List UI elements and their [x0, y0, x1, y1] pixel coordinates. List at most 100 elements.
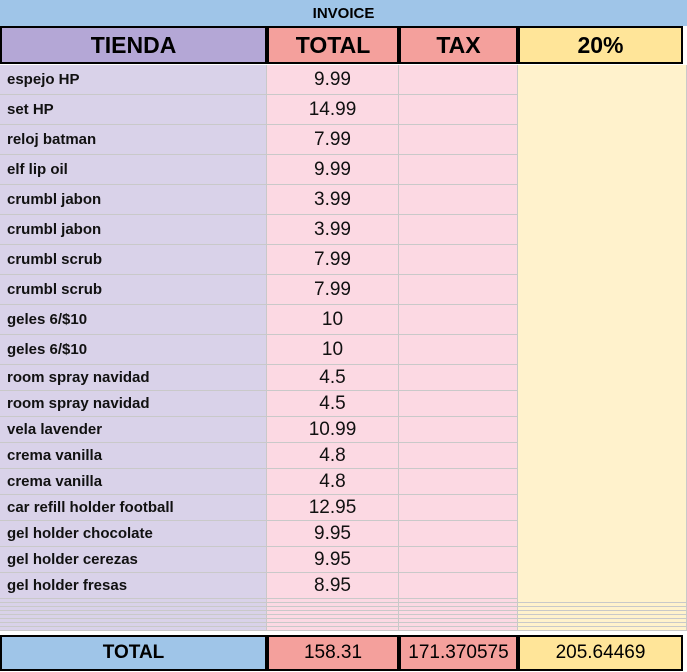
total-cell: 7.99: [267, 245, 399, 275]
empty-cell: [0, 615, 267, 619]
item-cell: crumbl jabon: [0, 185, 267, 215]
column-header: TOTAL: [267, 26, 399, 64]
item-cell: geles 6/$10: [0, 335, 267, 365]
tax-cell: [399, 335, 518, 365]
empty-cell: [399, 623, 518, 627]
item-cell: elf lip oil: [0, 155, 267, 185]
percent-cell: [518, 521, 687, 547]
tax-cell: [399, 391, 518, 417]
empty-cell: [267, 627, 399, 631]
percent-cell: [518, 185, 687, 215]
empty-cell: [267, 615, 399, 619]
tax-cell: [399, 275, 518, 305]
item-cell: crumbl scrub: [0, 275, 267, 305]
tax-cell: [399, 495, 518, 521]
total-cell: 9.95: [267, 547, 399, 573]
total-cell: 7.99: [267, 275, 399, 305]
total-cell: 10: [267, 305, 399, 335]
column-header: TAX: [399, 26, 518, 64]
empty-cell: [267, 623, 399, 627]
column-header: 20%: [518, 26, 683, 64]
total-cell: 10: [267, 335, 399, 365]
percent-cell: [518, 305, 687, 335]
percent-cell: [518, 495, 687, 521]
tax-cell: [399, 185, 518, 215]
total-cell: 8.95: [267, 573, 399, 599]
item-cell: car refill holder football: [0, 495, 267, 521]
empty-cell: [0, 623, 267, 627]
empty-cell: [267, 619, 399, 623]
tax-cell: [399, 365, 518, 391]
item-cell: reloj batman: [0, 125, 267, 155]
footer-cell: 158.31: [267, 635, 399, 671]
column-header: TIENDA: [0, 26, 267, 64]
item-cell: room spray navidad: [0, 391, 267, 417]
percent-cell: [518, 155, 687, 185]
tax-cell: [399, 417, 518, 443]
percent-cell: [518, 275, 687, 305]
footer-cell: 171.370575: [399, 635, 518, 671]
empty-cell: [399, 615, 518, 619]
empty-cell: [518, 627, 687, 631]
percent-cell: [518, 365, 687, 391]
empty-cell: [399, 603, 518, 607]
item-cell: crema vanilla: [0, 469, 267, 495]
total-cell: 9.99: [267, 155, 399, 185]
empty-cell: [0, 611, 267, 615]
total-cell: 9.95: [267, 521, 399, 547]
tax-cell: [399, 443, 518, 469]
empty-cell: [0, 619, 267, 623]
tax-cell: [399, 65, 518, 95]
sheet-title: INVOICE: [0, 0, 687, 26]
total-cell: 7.99: [267, 125, 399, 155]
total-cell: 10.99: [267, 417, 399, 443]
empty-cell: [399, 599, 518, 603]
item-cell: gel holder chocolate: [0, 521, 267, 547]
tax-cell: [399, 215, 518, 245]
item-cell: espejo HP: [0, 65, 267, 95]
empty-cell: [0, 627, 267, 631]
percent-cell: [518, 547, 687, 573]
tax-cell: [399, 245, 518, 275]
percent-cell: [518, 65, 687, 95]
tax-cell: [399, 125, 518, 155]
empty-cell: [267, 599, 399, 603]
item-cell: crumbl scrub: [0, 245, 267, 275]
footer-cell: 205.64469: [518, 635, 683, 671]
total-cell: 3.99: [267, 185, 399, 215]
item-cell: room spray navidad: [0, 365, 267, 391]
empty-cell: [0, 603, 267, 607]
percent-cell: [518, 125, 687, 155]
empty-cell: [267, 611, 399, 615]
empty-cell: [399, 611, 518, 615]
item-cell: crumbl jabon: [0, 215, 267, 245]
empty-cell: [0, 599, 267, 603]
item-cell: geles 6/$10: [0, 305, 267, 335]
empty-cell: [399, 627, 518, 631]
percent-cell: [518, 245, 687, 275]
percent-cell: [518, 417, 687, 443]
total-cell: 4.5: [267, 391, 399, 417]
percent-cell: [518, 573, 687, 599]
tax-cell: [399, 521, 518, 547]
empty-cell: [0, 607, 267, 611]
tax-cell: [399, 305, 518, 335]
total-cell: 4.5: [267, 365, 399, 391]
percent-cell: [518, 215, 687, 245]
tax-cell: [399, 547, 518, 573]
item-cell: gel holder fresas: [0, 573, 267, 599]
item-cell: crema vanilla: [0, 443, 267, 469]
tax-cell: [399, 155, 518, 185]
total-cell: 12.95: [267, 495, 399, 521]
percent-cell: [518, 443, 687, 469]
total-cell: 14.99: [267, 95, 399, 125]
total-cell: 4.8: [267, 443, 399, 469]
tax-cell: [399, 95, 518, 125]
empty-cell: [399, 607, 518, 611]
item-cell: vela lavender: [0, 417, 267, 443]
tax-cell: [399, 469, 518, 495]
total-cell: 3.99: [267, 215, 399, 245]
footer-cell: TOTAL: [0, 635, 267, 671]
empty-cell: [267, 603, 399, 607]
